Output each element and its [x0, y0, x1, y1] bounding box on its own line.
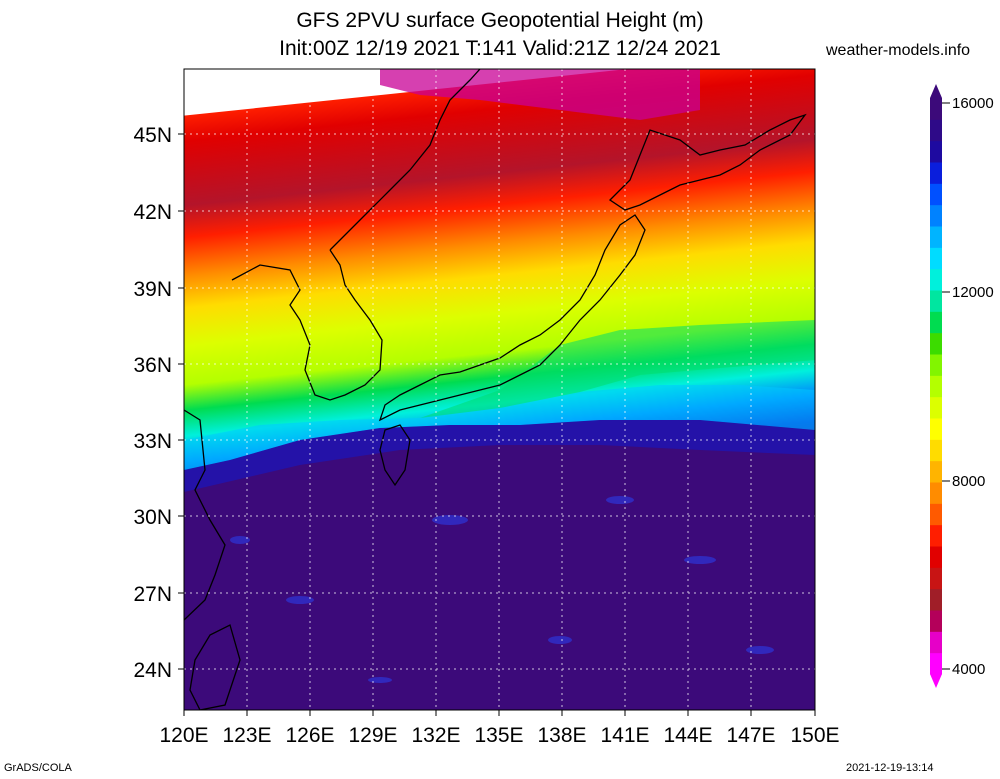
graticule — [184, 69, 815, 710]
lon-label-150e: 150E — [790, 724, 839, 747]
lon-label-126e: 126E — [285, 724, 334, 747]
lat-label-39n: 39N — [133, 278, 172, 301]
colorbar-segment — [930, 588, 942, 611]
lon-label-141e: 141E — [600, 724, 649, 747]
colorbar-segment — [930, 396, 942, 419]
colorbar-segment — [930, 183, 942, 206]
coastlines — [184, 69, 807, 710]
colorbar-segment — [930, 354, 942, 376]
colorbar-segment — [930, 375, 942, 398]
colorbar-segment — [930, 503, 942, 526]
colorbar-segment — [930, 567, 942, 590]
colorbar — [930, 84, 942, 688]
colorbar-segment — [930, 631, 942, 654]
map-subtitle: Init:00Z 12/19 2021 T:141 Valid:21Z 12/2… — [279, 37, 721, 60]
lon-label-144e: 144E — [663, 724, 712, 747]
colorbar-min-arrow — [930, 674, 942, 688]
colorbar-segment — [930, 332, 942, 355]
colorbar-segment — [930, 482, 942, 504]
colorbar-segment — [930, 290, 942, 312]
lat-label-33n: 33N — [133, 430, 172, 453]
colorbar-segment — [930, 610, 942, 632]
lat-label-24n: 24N — [133, 659, 172, 682]
footer-credit: GrADS/COLA — [4, 762, 72, 774]
site-label: weather-models.info — [826, 42, 971, 59]
colorbar-label-8000: 8000 — [952, 473, 985, 490]
colorbar-segment — [930, 119, 942, 142]
colorbar-segment — [930, 247, 942, 270]
lat-label-27n: 27N — [133, 583, 172, 606]
lat-label-36n: 36N — [133, 354, 172, 377]
colorbar-segment — [930, 524, 942, 547]
axis-ticks — [178, 133, 816, 716]
lon-label-135e: 135E — [474, 724, 523, 747]
lat-label-42n: 42N — [133, 201, 172, 224]
lon-label-123e: 123E — [222, 724, 271, 747]
colorbar-segment — [930, 546, 942, 568]
lon-label-129e: 129E — [348, 724, 397, 747]
colorbar-max-arrow — [930, 84, 942, 98]
lon-label-138e: 138E — [537, 724, 586, 747]
footer-timestamp: 2021-12-19-13:14 — [846, 762, 934, 774]
colorbar-segment — [930, 652, 942, 675]
colorbar-ticks — [942, 102, 950, 670]
colorbar-segment — [930, 439, 942, 462]
map-title: GFS 2PVU surface Geopotential Height (m) — [296, 9, 704, 32]
colorbar-label-16000: 16000 — [952, 95, 994, 112]
lon-label-147e: 147E — [726, 724, 775, 747]
colorbar-segment — [930, 204, 942, 227]
lon-label-132e: 132E — [411, 724, 460, 747]
height-field — [184, 69, 815, 710]
lon-label-120e: 120E — [159, 724, 208, 747]
colorbar-segment — [930, 460, 942, 483]
colorbar-segment — [930, 418, 942, 440]
lat-label-30n: 30N — [133, 506, 172, 529]
colorbar-segment — [930, 268, 942, 291]
colorbar-label-12000: 12000 — [952, 284, 994, 301]
colorbar-segment — [930, 98, 942, 120]
colorbar-label-4000: 4000 — [952, 661, 985, 678]
colorbar-segment — [930, 226, 942, 248]
lat-label-45n: 45N — [133, 124, 172, 147]
colorbar-segment — [930, 140, 942, 163]
colorbar-segment — [930, 311, 942, 334]
colorbar-segment — [930, 162, 942, 184]
